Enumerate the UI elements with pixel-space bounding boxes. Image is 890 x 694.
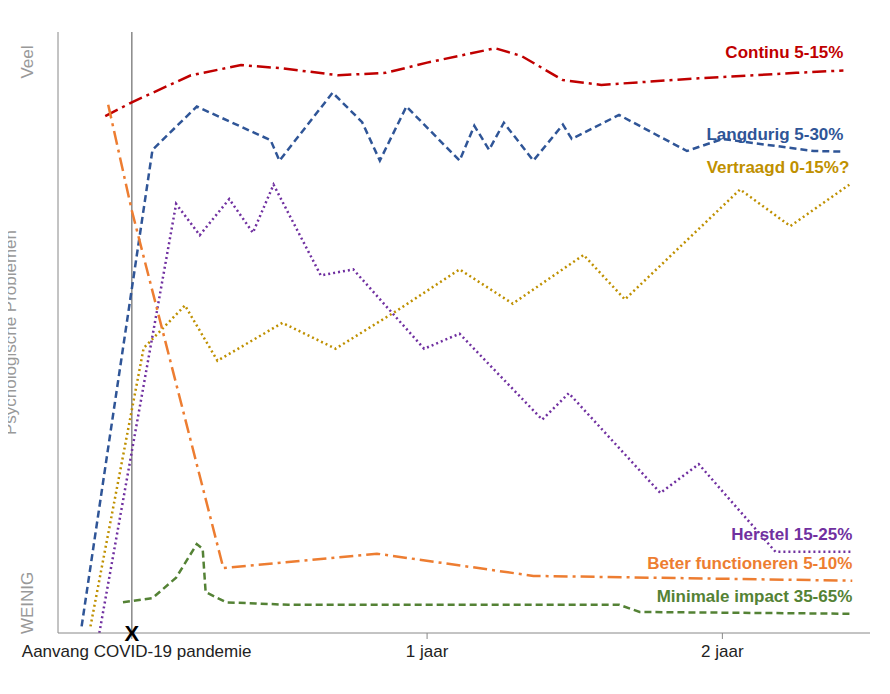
svg-text:WEINIG: WEINIG (19, 572, 38, 634)
svg-text:2 jaar: 2 jaar (701, 642, 744, 661)
svg-text:Vertraagd 0-15%?: Vertraagd 0-15%? (707, 158, 850, 177)
svg-text:Herstel 15-25%: Herstel 15-25% (731, 525, 852, 544)
svg-text:Continu 5-15%: Continu 5-15% (725, 43, 843, 62)
svg-text:Langdurig 5-30%: Langdurig 5-30% (706, 125, 843, 144)
svg-text:Minimale impact 35-65%: Minimale impact 35-65% (657, 587, 853, 606)
svg-text:Psychologische Problemen: Psychologische Problemen (8, 230, 20, 435)
svg-text:X: X (124, 621, 139, 646)
svg-text:Veel: Veel (19, 46, 38, 79)
svg-text:1 jaar: 1 jaar (406, 642, 449, 661)
svg-text:Aanvang COVID-19 pandemie: Aanvang COVID-19 pandemie (21, 642, 252, 661)
svg-text:Beter functioneren 5-10%: Beter functioneren 5-10% (647, 554, 852, 573)
